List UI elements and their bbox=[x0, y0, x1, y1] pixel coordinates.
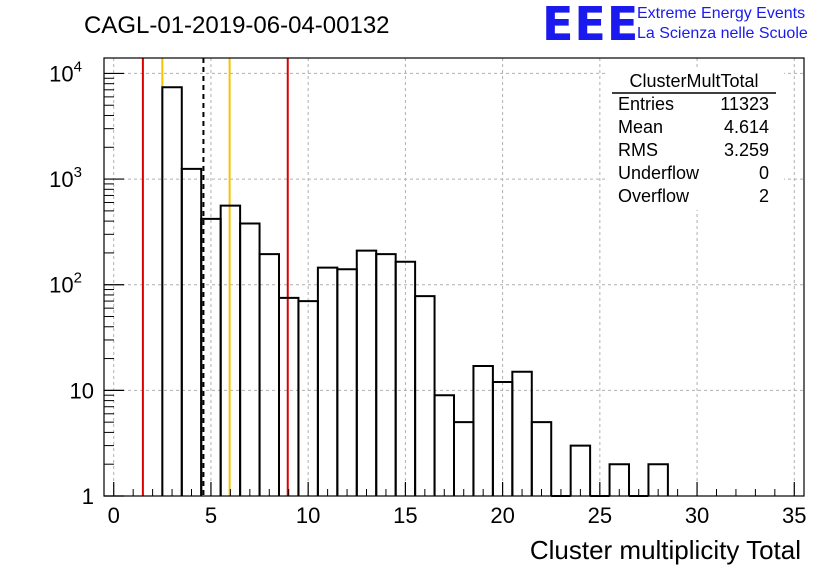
histogram-bin bbox=[375, 253, 397, 496]
histogram-bin bbox=[336, 268, 358, 496]
histogram-bin bbox=[608, 463, 630, 496]
logo-line-1: Extreme Energy Events bbox=[637, 5, 805, 22]
x-tick-label: 0 bbox=[108, 503, 120, 528]
stats-value: 3.259 bbox=[724, 140, 769, 160]
stats-label: Underflow bbox=[618, 163, 700, 183]
histogram-title: CAGL-01-2019-06-04-00132 bbox=[84, 12, 390, 39]
logo-mark: EEE bbox=[542, 0, 639, 51]
y-tick-label: 1 bbox=[82, 484, 94, 509]
histogram-bin bbox=[180, 167, 203, 496]
logo-line-2: La Scienza nelle Scuole bbox=[637, 25, 808, 42]
stats-box-title: ClusterMultTotal bbox=[629, 71, 758, 91]
histogram-bin bbox=[569, 444, 592, 496]
stats-value: 0 bbox=[759, 163, 769, 183]
x-tick-label: 15 bbox=[393, 503, 417, 528]
x-tick-label: 30 bbox=[685, 503, 709, 528]
histogram-bin bbox=[453, 421, 475, 496]
histogram-bin bbox=[647, 463, 669, 496]
stats-label: Entries bbox=[618, 94, 674, 114]
x-tick-label: 20 bbox=[490, 503, 514, 528]
stats-box: ClusterMultTotal Entries 11323 Mean 4.61… bbox=[608, 70, 784, 210]
x-tick-label: 10 bbox=[296, 503, 320, 528]
y-tick-label: 103 bbox=[49, 164, 82, 192]
eee-logo: EEE Extreme Energy Events La Scienza nel… bbox=[542, 0, 808, 51]
stats-value: 4.614 bbox=[724, 117, 769, 137]
histogram-bin bbox=[316, 266, 339, 496]
histogram-bin bbox=[472, 365, 494, 496]
x-tick-label: 25 bbox=[588, 503, 612, 528]
marker-lines bbox=[141, 58, 289, 496]
x-axis-title: Cluster multiplicity Total bbox=[530, 535, 801, 565]
stats-value: 2 bbox=[759, 186, 769, 206]
stats-label: Mean bbox=[618, 117, 663, 137]
histogram-bin bbox=[414, 295, 436, 496]
stats-value: 11323 bbox=[720, 94, 769, 114]
histogram-bin bbox=[511, 370, 533, 496]
histogram-bin bbox=[433, 394, 455, 496]
histogram-bin bbox=[530, 421, 553, 496]
y-tick-label: 10 bbox=[70, 378, 94, 403]
plot-frame bbox=[103, 57, 805, 497]
histogram-bin bbox=[239, 222, 261, 496]
histogram-bin bbox=[355, 249, 378, 496]
histogram-bins bbox=[161, 86, 669, 497]
x-tick-label: 35 bbox=[782, 503, 806, 528]
histogram-bin bbox=[161, 86, 183, 496]
y-tick-label: 104 bbox=[49, 58, 82, 86]
axis-ticks bbox=[104, 72, 795, 497]
x-tick-label: 5 bbox=[205, 503, 217, 528]
stats-label: RMS bbox=[618, 140, 658, 160]
y-tick-label: 102 bbox=[49, 270, 82, 298]
histogram-bin bbox=[258, 253, 280, 496]
stats-label: Overflow bbox=[618, 186, 690, 206]
